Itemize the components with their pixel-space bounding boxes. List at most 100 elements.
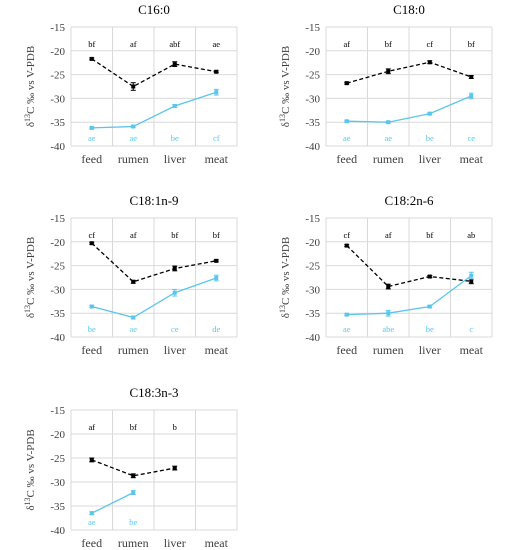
- y-tick-label: -40: [50, 141, 65, 153]
- y-tick-label: -30: [305, 93, 320, 105]
- chart-panel-2: C18:0 -15 -20 -25 -30 -35 -40 feed rumen liver mea…: [278, 2, 493, 166]
- x-tick-label: feed: [336, 343, 357, 357]
- y-tick-label: -20: [305, 46, 320, 58]
- y-tick-label: -35: [50, 308, 65, 320]
- x-tick-label: liver: [164, 152, 186, 166]
- data-point: [131, 473, 136, 478]
- chart-panel-4: C18:2n-6 -15 -20 -25 -30 -35 -40 feed rumen liver…: [278, 193, 493, 357]
- y-tick-label: -15: [50, 213, 65, 225]
- significance-label: abe: [382, 324, 394, 334]
- significance-label: ae: [88, 517, 96, 527]
- data-point: [131, 315, 136, 320]
- x-tick-label: liver: [419, 343, 441, 357]
- y-tick-label: -40: [305, 332, 320, 344]
- significance-label: ab: [467, 230, 475, 240]
- y-tick-label: -20: [50, 237, 65, 249]
- significance-label: c: [469, 324, 473, 334]
- series-dashed: cf af bf bf: [88, 230, 220, 284]
- significance-label: ae: [212, 39, 220, 49]
- significance-label: ae: [88, 133, 96, 143]
- data-point: [172, 290, 177, 295]
- data-point: [131, 490, 136, 495]
- y-tick-label: -15: [305, 22, 320, 34]
- significance-label: bf: [385, 39, 392, 49]
- data-point: [344, 312, 349, 317]
- significance-label: cf: [426, 39, 433, 49]
- significance-label: bf: [171, 230, 178, 240]
- y-tick-label: -25: [50, 453, 65, 465]
- data-point: [344, 119, 349, 124]
- chart-title: C18:0: [393, 2, 425, 17]
- x-tick-label: liver: [164, 536, 186, 550]
- series-line: [346, 61, 472, 84]
- significance-label: b: [173, 422, 177, 432]
- significance-label: ae: [129, 324, 137, 334]
- y-tick-label: -30: [50, 93, 65, 105]
- data-point: [89, 304, 94, 309]
- x-tick-label: feed: [81, 343, 102, 357]
- x-tick-label: liver: [164, 343, 186, 357]
- data-point: [386, 311, 391, 316]
- series-line: [346, 95, 472, 123]
- significance-label: be: [171, 133, 179, 143]
- y-tick-label: -25: [305, 261, 320, 273]
- significance-label: bf: [130, 422, 137, 432]
- series-solid: ae be: [88, 490, 137, 527]
- x-tick-label: rumen: [118, 152, 149, 166]
- x-tick-label: feed: [81, 536, 102, 550]
- significance-label: be: [129, 517, 137, 527]
- y-tick-label: -35: [50, 117, 65, 129]
- data-point: [469, 279, 474, 284]
- significance-label: ae: [129, 133, 137, 143]
- significance-label: cf: [88, 230, 95, 240]
- x-tick-label: rumen: [118, 343, 149, 357]
- x-tick-label: meat: [205, 536, 229, 550]
- y-axis-label: δ13C ‰ vs V-PDB: [278, 46, 293, 127]
- y-axis-label: δ13C ‰ vs V-PDB: [23, 429, 38, 510]
- series-line: [91, 459, 175, 477]
- chart-title: C18:3n-3: [129, 385, 178, 400]
- data-point: [131, 84, 136, 89]
- y-tick-label: -35: [305, 117, 320, 129]
- x-tick-label: meat: [460, 343, 484, 357]
- data-point: [386, 120, 391, 125]
- y-tick-label: -20: [50, 46, 65, 58]
- x-tick-label: rumen: [373, 343, 404, 357]
- significance-label: de: [212, 324, 220, 334]
- significance-label: be: [426, 324, 434, 334]
- series-line: [346, 275, 472, 316]
- data-point: [469, 273, 474, 278]
- series-dashed: af bf cf bf: [343, 39, 475, 86]
- y-tick-label: -35: [305, 308, 320, 320]
- y-axis-label: δ13C ‰ vs V-PDB: [23, 237, 38, 318]
- data-point: [214, 258, 219, 263]
- x-tick-label: rumen: [118, 536, 149, 550]
- data-point: [89, 511, 94, 516]
- y-tick-label: -15: [50, 22, 65, 34]
- series-solid: ae ae be cf: [88, 88, 220, 143]
- data-point: [427, 60, 432, 65]
- y-tick-label: -30: [305, 284, 320, 296]
- significance-label: bf: [426, 230, 433, 240]
- significance-label: af: [385, 230, 392, 240]
- x-tick-label: meat: [205, 343, 229, 357]
- significance-label: af: [130, 230, 137, 240]
- significance-label: cf: [213, 133, 220, 143]
- y-tick-label: -30: [50, 477, 65, 489]
- chart-panel-1: C16:0 -15 -20 -25 -30 -35 -40 feed rumen liver mea…: [23, 2, 238, 166]
- x-tick-label: meat: [460, 152, 484, 166]
- data-point: [172, 466, 177, 471]
- chart-title: C16:0: [138, 2, 170, 17]
- significance-label: abf: [169, 39, 180, 49]
- significance-label: bf: [213, 230, 220, 240]
- series-dashed: bf af abf ae: [88, 39, 220, 91]
- data-point: [427, 111, 432, 116]
- data-point: [469, 94, 474, 99]
- series-solid: ae abe be c: [343, 271, 474, 334]
- significance-label: bf: [88, 39, 95, 49]
- series-dashed: af bf b: [88, 422, 178, 479]
- data-point: [89, 56, 94, 61]
- chart-panel-3: C18:1n-9 -15 -20 -25 -30 -35 -40 feed rumen liver…: [23, 193, 238, 357]
- significance-label: be: [88, 324, 96, 334]
- data-point: [427, 274, 432, 279]
